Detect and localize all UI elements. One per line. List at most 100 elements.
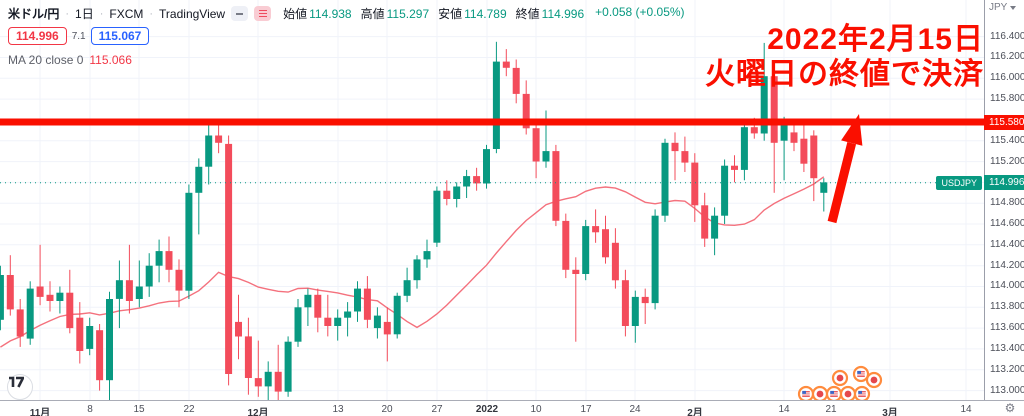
candle-body[interactable] [106, 299, 113, 381]
candle-body[interactable] [810, 135, 818, 179]
candle-body[interactable] [641, 296, 649, 304]
candle-body[interactable] [502, 61, 510, 68]
tradingview-logo[interactable] [7, 374, 33, 400]
candle-body[interactable] [800, 138, 808, 164]
candle-body[interactable] [383, 321, 391, 335]
candle-body[interactable] [740, 127, 748, 170]
candle-body[interactable] [393, 295, 401, 335]
candle-body[interactable] [453, 186, 461, 200]
candle-body[interactable] [235, 321, 242, 337]
candle-body[interactable] [115, 280, 123, 299]
sell-button[interactable]: 114.996 [8, 27, 67, 45]
event-marker[interactable] [852, 365, 870, 383]
candle-body[interactable] [324, 317, 332, 326]
candle-body[interactable] [671, 142, 679, 152]
candle-body[interactable] [661, 142, 669, 216]
candle-body[interactable] [611, 242, 619, 281]
candle-body[interactable] [631, 296, 639, 326]
candle-body[interactable] [314, 294, 322, 318]
interval-label[interactable]: 1日 [75, 7, 94, 21]
candle-body[interactable] [592, 226, 600, 233]
candle-body[interactable] [373, 315, 381, 329]
price-axis[interactable]: JPY 116.400 116.200 116.000 115.800 115.400 1… [984, 0, 1024, 400]
gear-icon[interactable]: ⚙ [1004, 401, 1016, 415]
candle-body[interactable] [76, 317, 84, 351]
candle-body[interactable] [463, 176, 471, 187]
candle-body[interactable] [433, 190, 441, 243]
candle-body[interactable] [135, 286, 143, 300]
candle-body[interactable] [562, 220, 570, 270]
candle-body[interactable] [423, 251, 431, 260]
candle-body[interactable] [572, 269, 580, 274]
candle-body[interactable] [344, 311, 352, 318]
candle-body[interactable] [522, 93, 530, 129]
candle-body[interactable] [731, 165, 738, 170]
candle-body[interactable] [750, 127, 758, 134]
candle-body[interactable] [175, 269, 183, 291]
candle-body[interactable] [582, 226, 590, 274]
candle-body[interactable] [691, 162, 699, 206]
candle-body[interactable] [274, 371, 282, 392]
candle-body[interactable] [0, 275, 4, 320]
event-marker[interactable] [865, 371, 883, 389]
candle-body[interactable] [185, 192, 193, 291]
candle-body[interactable] [532, 128, 540, 162]
candle-body[interactable] [66, 292, 74, 329]
event-marker[interactable] [839, 385, 857, 403]
candle-body[interactable] [125, 280, 133, 301]
candle-body[interactable] [56, 292, 64, 301]
candle-body[interactable] [284, 341, 292, 392]
candle-body[interactable] [96, 330, 104, 381]
candle-body[interactable] [205, 135, 213, 167]
candle-body[interactable] [621, 280, 629, 326]
candle-body[interactable] [492, 61, 500, 149]
candle-body[interactable] [701, 205, 709, 239]
legend-collapse-button[interactable] [231, 6, 249, 21]
candle-body[interactable] [790, 132, 798, 143]
candle-body[interactable] [512, 67, 520, 94]
time-axis[interactable]: 11月 8 15 22 12月 13 20 27 2022 10 17 24 2月 14 21 3月 14 [0, 400, 1024, 416]
legend-menu-button[interactable] [254, 6, 272, 21]
candle-body[interactable] [711, 215, 719, 239]
candle-body[interactable] [145, 265, 153, 287]
candle-body[interactable] [334, 317, 342, 326]
candle-body[interactable] [304, 294, 312, 308]
candle-body[interactable] [770, 76, 778, 143]
candle-body[interactable] [294, 307, 302, 342]
candle-body[interactable] [542, 151, 550, 162]
candle-body[interactable] [6, 275, 14, 310]
candle-body[interactable] [820, 182, 828, 193]
candle-body[interactable] [36, 286, 44, 297]
candle-body[interactable] [681, 151, 689, 163]
hline-price-tag[interactable]: 115.580 [984, 114, 1024, 130]
candle-body[interactable] [413, 259, 421, 281]
candle-body[interactable] [651, 215, 659, 304]
event-marker[interactable] [825, 385, 843, 403]
candle-body[interactable] [354, 288, 361, 312]
buy-button[interactable]: 115.067 [90, 27, 150, 45]
candle-body[interactable] [780, 122, 788, 141]
event-marker[interactable] [853, 385, 871, 403]
indicator-legend[interactable]: MA 20 close 0 115.066 [8, 53, 132, 67]
candle-body[interactable] [760, 76, 768, 134]
candle-body[interactable] [363, 288, 371, 320]
candle-body[interactable] [483, 149, 490, 184]
candle-body[interactable] [403, 280, 411, 296]
candle-body[interactable] [264, 371, 272, 387]
candle-body[interactable] [195, 166, 203, 193]
event-marker[interactable] [797, 385, 815, 403]
symbol-name[interactable]: 米ドル/円 [8, 7, 60, 21]
candle-body[interactable] [225, 143, 233, 374]
ma20-line[interactable] [0, 176, 825, 348]
candle-body[interactable] [443, 190, 451, 199]
candle-body[interactable] [165, 251, 173, 270]
candle-body[interactable] [254, 378, 262, 387]
candle-body[interactable] [602, 229, 609, 258]
candle-body[interactable] [46, 294, 54, 301]
event-marker[interactable] [811, 385, 829, 403]
candle-body[interactable] [16, 309, 24, 337]
candle-body[interactable] [721, 165, 729, 216]
candle-body[interactable] [155, 251, 163, 266]
candle-body[interactable] [86, 326, 94, 349]
